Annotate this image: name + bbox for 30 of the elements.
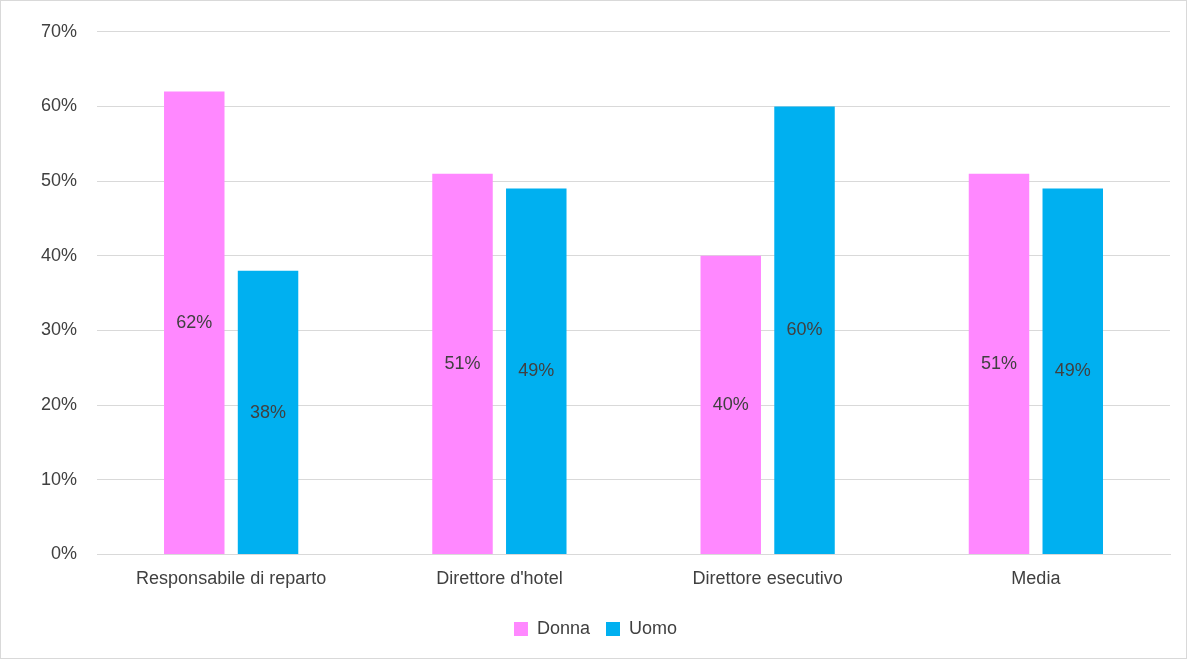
y-tick-label: 60%: [41, 95, 78, 116]
legend-label: Uomo: [629, 617, 678, 638]
data-label: 38%: [250, 401, 287, 422]
data-label: 40%: [712, 394, 749, 415]
x-tick-label: Responsabile di reparto: [136, 568, 327, 589]
data-label: 49%: [1054, 360, 1091, 381]
bar: [506, 188, 567, 554]
bar: [700, 255, 761, 554]
bar: [164, 91, 225, 554]
data-label: 49%: [518, 360, 555, 381]
bar: [237, 270, 299, 554]
data-label: 51%: [444, 352, 481, 373]
x-tick-label: Direttore d'hotel: [436, 568, 563, 589]
y-tick-label: 30%: [41, 319, 78, 340]
data-label: 60%: [786, 319, 823, 340]
y-tick-label: 20%: [41, 394, 78, 415]
bar: [432, 173, 493, 554]
bar: [1042, 188, 1104, 554]
bar: [968, 173, 1030, 554]
legend-label: Donna: [536, 617, 591, 638]
x-tick-label: Direttore esecutivo: [692, 568, 843, 589]
bar: [774, 106, 835, 554]
x-tick-label: Media: [1011, 568, 1062, 589]
y-tick-label: 50%: [41, 170, 78, 191]
y-tick-label: 10%: [41, 468, 78, 489]
data-label: 51%: [980, 352, 1018, 373]
data-label: 62%: [176, 311, 213, 332]
y-tick-label: 40%: [41, 244, 78, 265]
y-tick-label: 0%: [51, 543, 78, 564]
y-tick-label: 70%: [41, 20, 78, 41]
